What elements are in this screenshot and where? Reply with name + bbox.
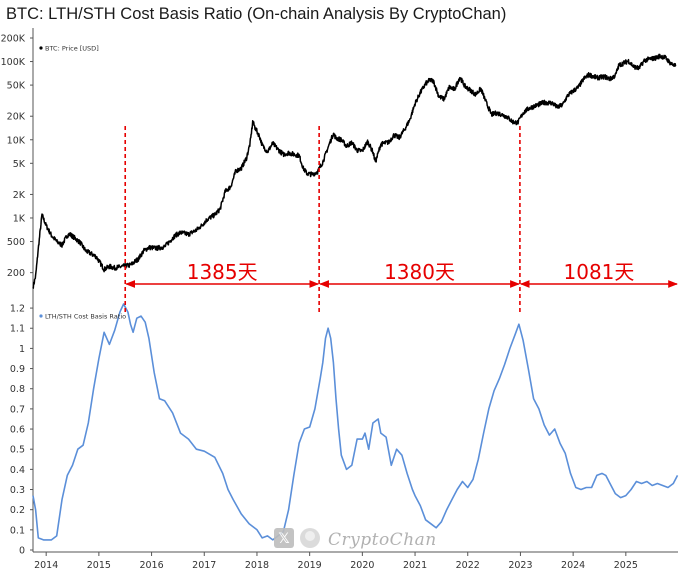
- ratio-tick-label: 0.3: [10, 485, 25, 496]
- ratio-tick-label: 0.4: [10, 465, 25, 476]
- btc-price-line: [32, 53, 677, 289]
- ratio-tick-label: 0.5: [10, 445, 25, 456]
- x-tick-label: 2018: [245, 560, 269, 571]
- price-tick-label: 1K: [13, 213, 26, 224]
- ratio-tick-label: 0: [19, 546, 25, 557]
- ratio-tick-label: 0.9: [10, 364, 25, 375]
- cycle-annotations: 1385天 1380天 1081天: [124, 126, 678, 312]
- chart-title: BTC: LTH/STH Cost Basis Ratio (On-chain …: [6, 5, 507, 23]
- price-legend-label: BTC: Price [USD]: [45, 45, 99, 53]
- x-tick-label: 2019: [298, 560, 322, 571]
- ratio-legend-marker: [39, 314, 43, 318]
- avatar-face-icon: [305, 531, 315, 541]
- legends: BTC: Price [USD] LTH/STH Cost Basis Ratio: [39, 45, 126, 321]
- price-tick-label: 200K: [1, 34, 26, 45]
- axes: 200 500 1K 2K 5K 10K 20K 50K 100K 200K 0 0.1 0.2 0.3 0…: [1, 28, 678, 571]
- watermark-text: CryptoChan: [328, 530, 437, 550]
- price-tick-label: 20K: [7, 112, 26, 123]
- x-tick-label: 2022: [456, 560, 480, 571]
- series-lines: [32, 53, 679, 541]
- x-tick-label: 2023: [508, 560, 532, 571]
- price-tick-label: 200: [7, 268, 25, 279]
- ratio-legend-label: LTH/STH Cost Basis Ratio: [45, 313, 126, 321]
- x-tick-label: 2024: [561, 560, 585, 571]
- price-tick-label: 100K: [1, 57, 26, 68]
- ratio-tick-label: 0.7: [10, 404, 25, 415]
- interval-label: 1081天: [564, 260, 635, 284]
- x-tick-label: 2015: [87, 560, 111, 571]
- price-tick-label: 5K: [13, 159, 26, 170]
- ratio-tick-label: 0.1: [10, 525, 25, 536]
- ratio-tick-label: 1.2: [10, 304, 25, 315]
- x-tick-label: 2025: [614, 560, 638, 571]
- x-tick-label: 2020: [350, 560, 374, 571]
- ratio-tick-label: 0.8: [10, 384, 25, 395]
- x-tick-label: 2016: [139, 560, 163, 571]
- ratio-tick-label: 1: [19, 344, 25, 355]
- ratio-tick-label: 1.1: [10, 324, 25, 335]
- price-tick-label: 2K: [13, 190, 26, 201]
- interval-label: 1380天: [384, 260, 455, 284]
- price-tick-label: 10K: [7, 135, 26, 146]
- price-tick-label: 500: [7, 237, 25, 248]
- ratio-tick-label: 0.6: [10, 425, 25, 436]
- cost-basis-ratio-line: [32, 303, 679, 541]
- x-logo-icon: 𝕏: [278, 531, 289, 547]
- price-tick-label: 50K: [7, 81, 26, 92]
- watermark: 𝕏 CryptoChan: [274, 528, 437, 550]
- price-legend-marker: [39, 46, 43, 50]
- ratio-tick-label: 0.2: [10, 505, 25, 516]
- x-logo-box: [274, 528, 294, 548]
- x-tick-label: 2017: [192, 560, 216, 571]
- interval-label: 1385天: [187, 260, 258, 284]
- x-tick-label: 2014: [34, 560, 58, 571]
- x-tick-label: 2021: [403, 560, 427, 571]
